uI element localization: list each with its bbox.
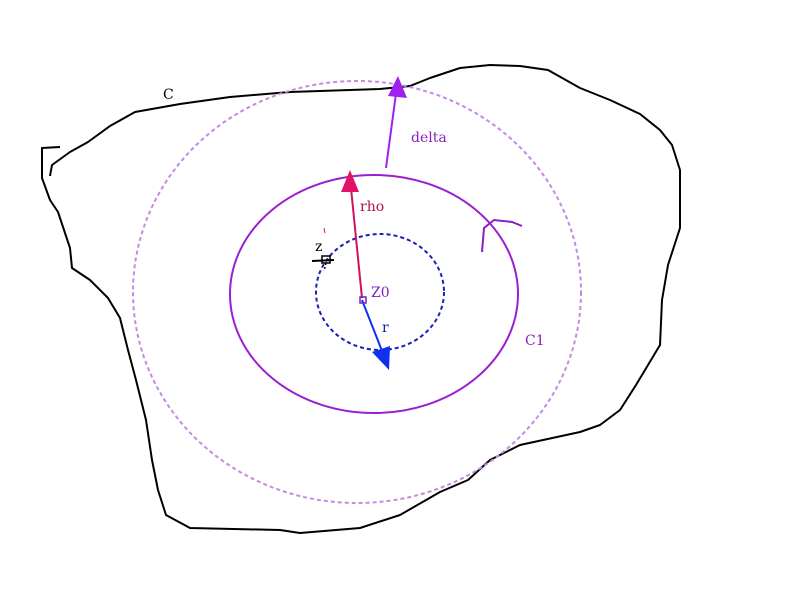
point-z-marker — [311, 227, 335, 272]
contour-tick — [481, 218, 523, 253]
rho-arrowhead — [341, 170, 359, 192]
rho-label: rho — [360, 199, 384, 215]
circle-c1 — [229, 174, 519, 414]
center-label: Z0 — [371, 285, 390, 301]
r-arrow — [361, 299, 385, 357]
delta-arrow — [385, 85, 398, 169]
contour-label: C — [163, 87, 174, 103]
center-point — [359, 296, 367, 304]
contour-c — [41, 64, 681, 534]
r-arrowhead — [372, 346, 390, 370]
inner-dashed-circle — [315, 233, 445, 351]
delta-arrowhead — [388, 76, 407, 98]
delta-label: delta — [411, 130, 447, 146]
point-label: z — [315, 239, 322, 255]
circle-c1-label: C1 — [525, 333, 545, 349]
radius-label: r — [382, 320, 389, 336]
rho-arrow — [345, 175, 363, 299]
outer-dashed-circle — [132, 80, 582, 504]
